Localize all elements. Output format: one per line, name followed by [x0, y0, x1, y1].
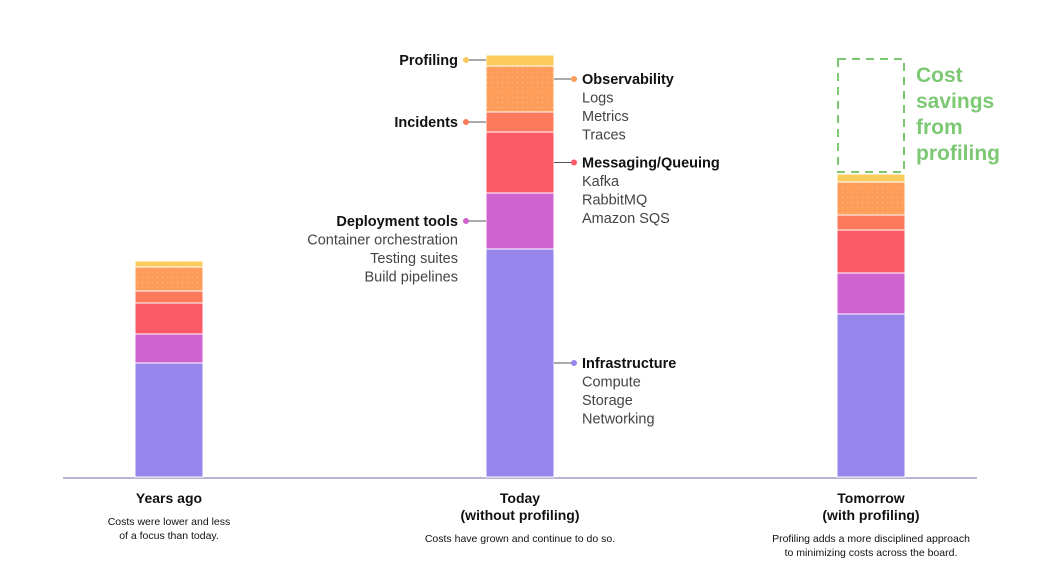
- annotation-item-messaging-queuing-1: RabbitMQ: [582, 193, 647, 209]
- annotation-item-messaging-queuing-0: Kafka: [582, 174, 620, 190]
- category-title-1-1: (without profiling): [461, 507, 580, 523]
- bar-incidents-1: [485, 111, 555, 133]
- bar-infrastructure-2: [836, 313, 906, 478]
- savings-box: [837, 58, 905, 173]
- leader-dot-observability: [571, 76, 577, 82]
- category-title-2-0: Tomorrow: [837, 490, 905, 506]
- bar-incidents-2: [836, 214, 906, 231]
- annotation-item-infrastructure-0: Compute: [582, 375, 641, 391]
- annotation-title-infrastructure: Infrastructure: [582, 356, 676, 372]
- bar-texture-observability-2: [837, 182, 905, 215]
- category-note-2-1: to minimizing costs across the board.: [785, 547, 958, 559]
- bar-infrastructure-0: [134, 362, 204, 478]
- leader-dot-profiling: [463, 57, 469, 63]
- savings-layer: Cost savings from profiling: [837, 58, 1000, 173]
- annotation-title-deployment-tools: Deployment tools: [336, 214, 458, 230]
- annotation-item-observability-0: Logs: [582, 91, 613, 107]
- annotation-item-deployment-tools-0: Container orchestration: [307, 233, 458, 249]
- savings-label-line-0: Cost: [916, 64, 963, 87]
- annotation-item-observability-1: Metrics: [582, 109, 629, 125]
- bar-messaging-queuing-0: [134, 302, 204, 335]
- bars-layer: [134, 54, 906, 478]
- bar-infrastructure-1: [485, 248, 555, 478]
- bar-profiling-2: [836, 173, 906, 183]
- annotation-item-deployment-tools-2: Build pipelines: [364, 270, 458, 286]
- bar-profiling-0: [134, 260, 204, 268]
- annotation-title-incidents: Incidents: [394, 115, 458, 131]
- annotation-item-infrastructure-1: Storage: [582, 393, 633, 409]
- annotation-title-profiling: Profiling: [399, 53, 458, 69]
- leader-dot-incidents: [463, 119, 469, 125]
- category-title-1-0: Today: [500, 490, 540, 506]
- category-note-0-0: Costs were lower and less: [108, 516, 231, 528]
- annotation-title-observability: Observability: [582, 72, 674, 88]
- bar-profiling-1: [485, 54, 555, 67]
- annotation-item-deployment-tools-1: Testing suites: [370, 251, 458, 267]
- bar-messaging-queuing-2: [836, 229, 906, 274]
- leader-dot-deployment-tools: [463, 218, 469, 224]
- savings-label-line-3: profiling: [916, 142, 1000, 165]
- annotation-item-observability-2: Traces: [582, 128, 626, 144]
- annotations-layer: Profiling Observability Logs Metrics Traces I…: [307, 53, 720, 428]
- savings-label-line-2: from: [916, 116, 963, 139]
- category-note-0-1: of a focus than today.: [119, 530, 219, 542]
- annotation-item-infrastructure-2: Networking: [582, 412, 655, 428]
- category-title-0-0: Years ago: [136, 490, 202, 506]
- leader-dot-messaging-queuing: [571, 159, 577, 166]
- bar-deployment-tools-1: [485, 192, 555, 250]
- leader-dot-infrastructure: [571, 360, 577, 366]
- bar-messaging-queuing-1: [485, 131, 555, 194]
- bar-texture-observability-1: [486, 66, 554, 112]
- bar-texture-observability-0: [135, 267, 203, 291]
- bar-deployment-tools-0: [134, 333, 204, 364]
- savings-label-line-1: savings: [916, 90, 994, 113]
- category-note-2-0: Profiling adds a more disciplined approa…: [772, 533, 970, 545]
- bar-deployment-tools-2: [836, 272, 906, 315]
- annotation-item-messaging-queuing-2: Amazon SQS: [582, 211, 670, 227]
- bar-incidents-0: [134, 290, 204, 304]
- annotation-title-messaging-queuing: Messaging/Queuing: [582, 156, 720, 172]
- category-labels-layer: Years ago Costs were lower and less of a f…: [108, 490, 970, 559]
- category-note-1-0: Costs have grown and continue to do so.: [425, 533, 615, 545]
- category-title-2-1: (with profiling): [822, 507, 919, 523]
